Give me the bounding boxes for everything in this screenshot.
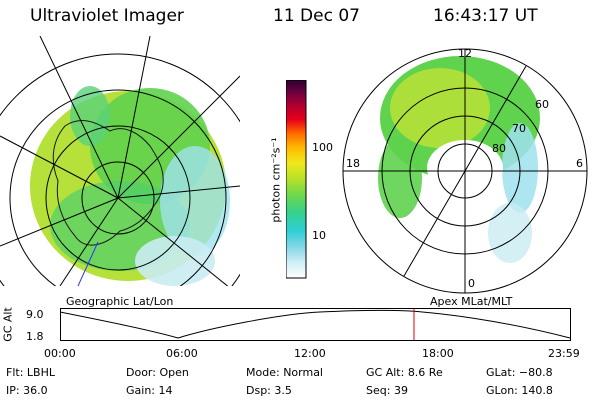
instrument-title: Ultraviolet Imager <box>30 6 184 26</box>
info-glat: GLat: −80.8 <box>486 366 553 379</box>
y-tick-high: 9.0 <box>26 308 44 321</box>
info-gain: Gain: 14 <box>126 384 173 397</box>
mlt-label-18: 18 <box>346 157 360 170</box>
info-gc-alt: GC Alt: 8.6 Re <box>366 366 443 379</box>
magnetic-grid <box>342 48 588 294</box>
orbit-altitude-plot <box>60 308 571 341</box>
date-label: 11 Dec 07 <box>273 6 360 26</box>
info-ip: IP: 36.0 <box>6 384 48 397</box>
magnetic-image <box>342 48 588 294</box>
colorbar <box>286 80 307 279</box>
antarctica-outline <box>52 120 164 246</box>
mlat-label-80: 80 <box>492 142 506 155</box>
time-label: 16:43:17 UT <box>433 6 538 26</box>
mlt-label-0: 0 <box>468 277 475 290</box>
x-tick-1800: 18:00 <box>422 347 454 360</box>
y-tick-low: 1.8 <box>26 330 44 343</box>
x-tick-0000: 00:00 <box>44 347 76 360</box>
x-tick-2359: 23:59 <box>548 347 580 360</box>
x-tick-0600: 06:00 <box>166 347 198 360</box>
info-glon: GLon: 140.8 <box>486 384 553 397</box>
y-axis-title: GC Alt <box>1 307 15 342</box>
colorbar-tick-10: 10 <box>312 229 326 242</box>
geographic-grid <box>0 36 240 286</box>
mlt-label-12: 12 <box>458 47 472 60</box>
mlt-label-6: 6 <box>576 157 583 170</box>
info-door: Door: Open <box>126 366 189 379</box>
info-seq: Seq: 39 <box>366 384 408 397</box>
info-mode: Mode: Normal <box>246 366 323 379</box>
colorbar-tick-100: 100 <box>312 141 333 154</box>
colorbar-unit-label: photon cm⁻²s⁻¹ <box>269 137 283 223</box>
geographic-image <box>0 36 240 286</box>
mlat-label-70: 70 <box>512 122 526 135</box>
x-tick-1200: 12:00 <box>294 347 326 360</box>
altitude-curve <box>60 309 571 339</box>
magnetic-label: Apex MLat/MLT <box>430 295 513 308</box>
geographic-label: Geographic Lat/Lon <box>66 295 174 308</box>
mlat-label-60: 60 <box>535 98 549 111</box>
info-flt: Flt: LBHL <box>6 366 55 379</box>
info-dsp: Dsp: 3.5 <box>246 384 292 397</box>
